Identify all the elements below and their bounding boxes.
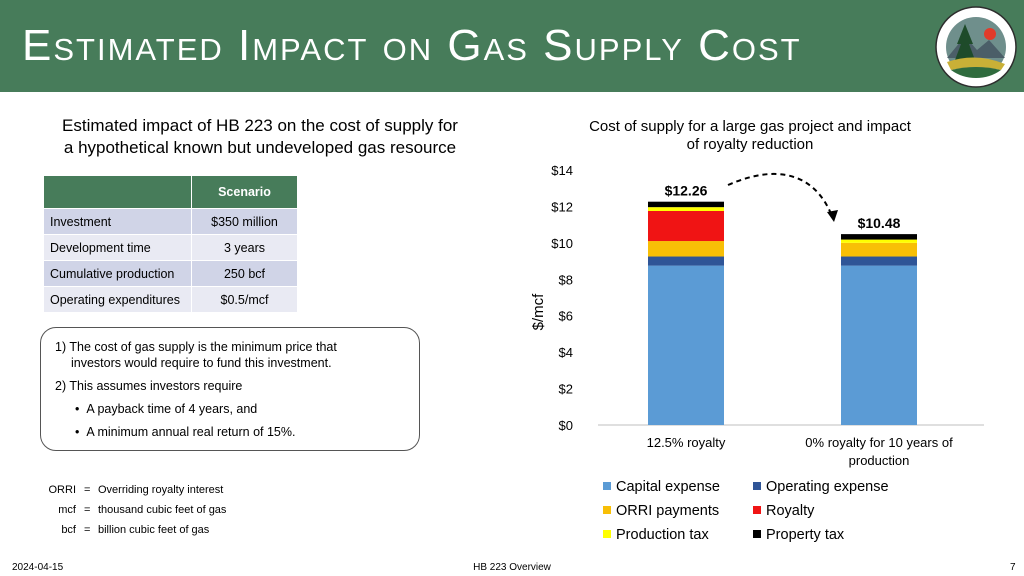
bullet-marker: •: [75, 402, 87, 416]
note-2: 2) This assumes investors require: [55, 379, 243, 393]
y-axis-ticks: $0 $2 $4 $6 $8 $10 $12 $14: [551, 163, 573, 433]
glossary-abbr: mcf: [58, 504, 76, 516]
left-heading: Estimated impact of HB 223 on the cost o…: [20, 115, 500, 159]
glossary-eq: =: [84, 484, 91, 496]
bar-segment: [841, 265, 917, 425]
bar-segment: [841, 256, 917, 266]
legend-swatch: [753, 482, 761, 490]
glossary-eq: =: [84, 504, 91, 516]
y-axis-label: $/mcf: [530, 293, 547, 331]
footer-center: HB 223 Overview: [473, 562, 551, 573]
note-1-line-1: 1) The cost of gas supply is the minimum…: [55, 340, 337, 354]
legend-swatch: [753, 506, 761, 514]
note-bullet-1: • A payback time of 4 years, and: [75, 402, 257, 416]
bar-segment: [841, 242, 917, 257]
row-label: Cumulative production: [44, 260, 192, 287]
legend-label: Property tax: [766, 527, 845, 543]
row-value: 250 bcf: [191, 260, 297, 287]
slide-title: Estimated Impact on Gas Supply Cost: [22, 21, 802, 70]
left-heading-line-2: a hypothetical known but undeveloped gas…: [63, 138, 457, 157]
glossary-eq: =: [84, 524, 91, 536]
legend-label: Royalty: [766, 503, 815, 519]
y-tick-label: $0: [559, 418, 573, 433]
note-1-line-2: investors would require to fund this inv…: [71, 356, 332, 370]
y-tick-label: $14: [551, 163, 573, 178]
glossary-def: Overriding royalty interest: [98, 484, 224, 496]
bar-segment: [648, 201, 724, 208]
legend-label: Capital expense: [616, 479, 720, 495]
row-value: 3 years: [191, 234, 297, 261]
chart-title-line-2: of royalty reduction: [687, 136, 814, 153]
bar-segment: [648, 241, 724, 257]
royalty-reduction-arrow: [727, 172, 833, 217]
y-tick-label: $8: [559, 272, 573, 287]
legend-label: ORRI payments: [616, 503, 719, 519]
page-number: 7: [1010, 562, 1016, 573]
bar-stacks: [648, 201, 917, 425]
x-axis-labels: 12.5% royalty 0% royalty for 10 years of p…: [647, 435, 953, 468]
bullet-text: A payback time of 4 years, and: [86, 402, 258, 416]
y-tick-label: $10: [551, 236, 573, 251]
legend-swatch: [603, 482, 611, 490]
glossary-def: thousand cubic feet of gas: [98, 504, 227, 516]
legend-swatch: [753, 530, 761, 538]
table-header-scenario: Scenario: [191, 176, 297, 209]
bullet-text: A minimum annual real return of 15%.: [86, 425, 296, 439]
y-tick-label: $6: [559, 309, 573, 324]
row-value: $0.5/mcf: [191, 286, 297, 312]
x-tick-label: 12.5% royalty: [647, 435, 726, 450]
left-heading-line-1: Estimated impact of HB 223 on the cost o…: [62, 116, 458, 135]
x-tick-label: production: [849, 453, 910, 468]
bar-total-label: $10.48: [858, 215, 901, 231]
scenario-table: Scenario Investment $350 million Develop…: [44, 176, 297, 312]
bar-segment: [841, 234, 917, 240]
bar-segment: [648, 256, 724, 266]
arrow-head: [827, 210, 838, 222]
footer-date: 2024-04-15: [12, 562, 64, 573]
legend-swatch: [603, 530, 611, 538]
title-bar: Estimated Impact on Gas Supply Cost: [0, 0, 1024, 92]
y-tick-label: $2: [559, 382, 573, 397]
glossary-abbr: ORRI: [48, 484, 77, 496]
legend-swatch: [603, 506, 611, 514]
row-label: Operating expenditures: [44, 286, 192, 312]
department-seal-logo: [935, 6, 1017, 88]
row-label: Development time: [44, 234, 192, 261]
total-labels: $12.26 $10.48: [665, 183, 901, 231]
table-header-blank: [44, 176, 192, 209]
glossary-def: billion cubic feet of gas: [98, 524, 210, 536]
row-label: Investment: [44, 208, 192, 235]
chart-title-line-1: Cost of supply for a large gas project a…: [589, 118, 912, 135]
table-row: Cumulative production 250 bcf: [44, 260, 297, 287]
note-bullet-2: • A minimum annual real return of 15%.: [75, 425, 295, 439]
bar-segment: [648, 210, 724, 242]
table-row: Investment $350 million: [44, 208, 297, 235]
bar-segment: [648, 207, 724, 211]
bar-segment: [648, 265, 724, 425]
legend-label: Production tax: [616, 527, 709, 543]
row-value: $350 million: [191, 208, 297, 235]
glossary-abbr: bcf: [61, 524, 76, 536]
table-row: Operating expenditures $0.5/mcf: [44, 286, 297, 312]
bar-segment: [841, 239, 917, 243]
y-tick-label: $4: [559, 345, 573, 360]
bar-total-label: $12.26: [665, 183, 708, 199]
legend: Capital expense Operating expense ORRI pay…: [603, 479, 889, 543]
legend-label: Operating expense: [766, 479, 889, 495]
table-row: Development time 3 years: [44, 234, 297, 261]
notes-box: 1) The cost of gas supply is the minimum…: [40, 327, 420, 451]
x-tick-label: 0% royalty for 10 years of: [805, 435, 953, 450]
cost-of-supply-chart: Cost of supply for a large gas project a…: [530, 118, 984, 543]
bullet-marker: •: [75, 425, 87, 439]
table-header-row: Scenario: [44, 176, 297, 209]
y-tick-label: $12: [551, 199, 573, 214]
